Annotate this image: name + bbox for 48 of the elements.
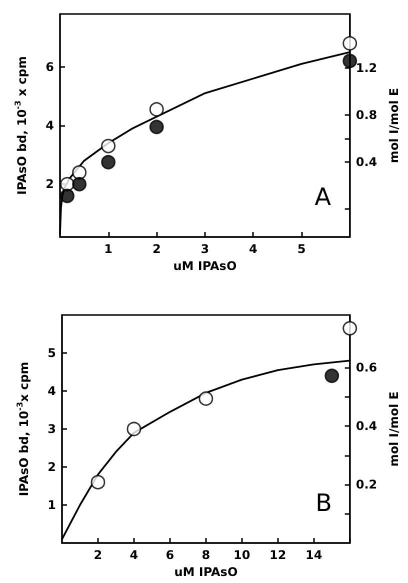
annotation: A	[314, 183, 332, 211]
point	[149, 120, 164, 134]
x-tick-label: 3	[200, 242, 210, 256]
y2-tick-label: 1.2	[356, 60, 378, 75]
y-tick-label: 3	[48, 422, 56, 436]
x-tick-label: 2	[152, 242, 161, 256]
x-tick-label: 12	[270, 548, 286, 562]
y2-axis-title: mol I/mol E	[387, 88, 401, 164]
y-tick-label: 5	[48, 346, 56, 360]
x-tick-label: 14	[306, 548, 322, 562]
point	[149, 102, 164, 117]
x-tick-label: 4	[130, 548, 138, 562]
point	[342, 54, 358, 68]
y2-tick-label: 0.6	[356, 360, 378, 375]
y2-tick-label: 0.4	[356, 419, 378, 434]
y-tick-label: 6	[46, 60, 54, 74]
y-tick-label: 2	[48, 460, 56, 474]
point	[72, 176, 87, 192]
x-tick-label: 1	[104, 242, 112, 256]
x-tick-label: 10	[234, 548, 250, 562]
x-tick-label: 4	[249, 242, 258, 256]
point	[324, 368, 340, 384]
point	[126, 422, 142, 436]
point	[101, 138, 116, 154]
y2-tick-label: 0.4	[356, 154, 378, 169]
y2-tick-label: 0.2	[356, 478, 378, 492]
annotation: B	[316, 489, 332, 517]
x-tick-label: 8	[202, 548, 210, 562]
x-axis-title: uM IPAsO	[173, 258, 237, 273]
point	[342, 321, 358, 336]
y-tick-label: 4	[46, 118, 54, 132]
y-tick-label: 1	[48, 498, 56, 512]
y-axis-title: IPAsO bd, 10-3 x cpm	[14, 56, 29, 195]
point	[198, 391, 214, 406]
y2-tick-label: 0.8	[356, 108, 378, 122]
point	[60, 188, 74, 204]
y2-axis-title: mol I/mol E	[387, 391, 401, 467]
point	[342, 36, 358, 51]
point	[101, 154, 116, 170]
point	[90, 474, 106, 490]
x-tick-label: 5	[297, 242, 306, 256]
point	[72, 165, 87, 180]
x-axis-title: uM IPAsO	[174, 564, 238, 579]
y-tick-label: 2	[46, 177, 54, 192]
y-tick-label: 4	[48, 384, 56, 398]
y-axis-title: IPAsO bd, 10-3x cpm	[16, 362, 31, 496]
x-tick-label: 2	[94, 548, 102, 562]
x-tick-label: 6	[166, 548, 174, 562]
